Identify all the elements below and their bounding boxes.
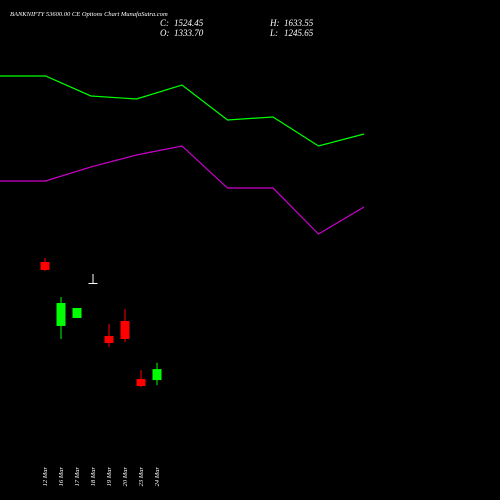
candle-body [72,307,82,319]
chart-title: BANKNIFTY 53600.00 CE Options Chart Muna… [10,11,168,18]
summary-label: H: [269,18,280,28]
summary-value: 1333.70 [174,28,204,38]
summary-value: 1245.65 [284,28,314,38]
candle-body [104,336,114,343]
x-tick-label: 20 Mar [122,467,129,487]
candle-body [56,303,66,326]
line [0,75,365,147]
candle-body [152,369,162,381]
x-tick-label: 17 Mar [74,467,81,487]
candle-body [136,378,146,387]
summary-label: O: [160,28,170,38]
line [0,145,365,235]
x-tick-label: 23 Mar [138,467,145,487]
summary-value: 1633.55 [284,18,314,28]
summary-value: 1524.45 [174,18,204,28]
x-tick-label: 24 Mar [154,467,161,487]
x-tick-label: 18 Mar [90,467,97,487]
x-tick-label: 16 Mar [58,467,65,487]
candle-body [88,283,98,285]
x-tick-label: 19 Mar [106,467,113,487]
candle-body [40,262,50,270]
summary-label: L: [269,28,278,38]
summary-label: C: [160,18,169,28]
x-tick-label: 12 Mar [42,467,49,487]
candle-body [120,321,130,340]
